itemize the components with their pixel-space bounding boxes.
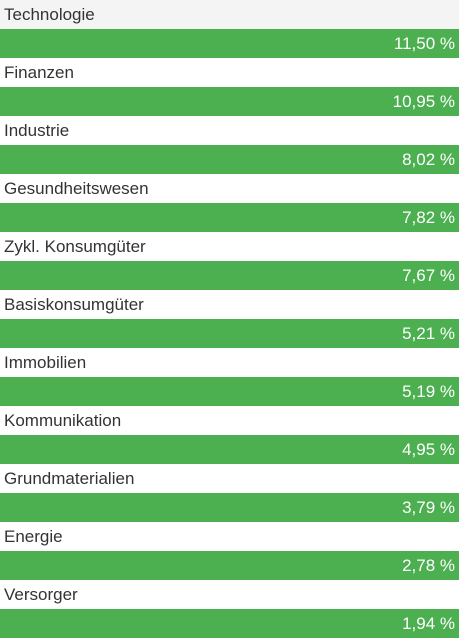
- sector-label: Grundmaterialien: [4, 469, 135, 488]
- sector-label: Basiskonsumgüter: [4, 295, 144, 314]
- bar-track: 7,67 %: [0, 261, 459, 290]
- bar-track: 2,78 %: [0, 551, 459, 580]
- bar-track: 1,94 %: [0, 609, 459, 638]
- sector-row: Basiskonsumgüter 5,21 %: [0, 290, 459, 348]
- sector-label: Industrie: [4, 121, 70, 140]
- bar-track: 4,95 %: [0, 435, 459, 464]
- sector-label: Finanzen: [4, 63, 74, 82]
- bar-track: 5,21 %: [0, 319, 459, 348]
- bar-track: 10,95 %: [0, 87, 459, 116]
- sector-row: Industrie 8,02 %: [0, 116, 459, 174]
- sector-label: Versorger: [4, 585, 78, 604]
- weight-bar: 7,82 %: [0, 203, 459, 232]
- sector-row: Technologie 11,50 %: [0, 0, 459, 58]
- sector-row: Zykl. Konsumgüter 7,67 %: [0, 232, 459, 290]
- bar-track: 5,19 %: [0, 377, 459, 406]
- weight-bar: 5,21 %: [0, 319, 459, 348]
- sector-row: Energie 2,78 %: [0, 522, 459, 580]
- weight-bar: 8,02 %: [0, 145, 459, 174]
- sector-row: Gesundheitswesen 7,82 %: [0, 174, 459, 232]
- bar-track: 7,82 %: [0, 203, 459, 232]
- weight-bar: 4,95 %: [0, 435, 459, 464]
- bar-track: 3,79 %: [0, 493, 459, 522]
- weight-bar: 10,95 %: [0, 87, 459, 116]
- sector-row: Finanzen 10,95 %: [0, 58, 459, 116]
- weight-bar: 11,50 %: [0, 29, 459, 58]
- sector-row: Kommunikation 4,95 %: [0, 406, 459, 464]
- sector-label: Kommunikation: [4, 411, 122, 430]
- sector-label: Energie: [4, 527, 63, 546]
- weight-bar: 2,78 %: [0, 551, 459, 580]
- bar-track: 8,02 %: [0, 145, 459, 174]
- weight-bar: 1,94 %: [0, 609, 459, 638]
- sector-label: Gesundheitswesen: [4, 179, 149, 198]
- weight-bar: 7,67 %: [0, 261, 459, 290]
- weight-bar: 5,19 %: [0, 377, 459, 406]
- sector-label: Zykl. Konsumgüter: [4, 237, 146, 256]
- sector-label: Immobilien: [4, 353, 87, 372]
- weight-bar: 3,79 %: [0, 493, 459, 522]
- sector-row: Grundmaterialien 3,79 %: [0, 464, 459, 522]
- sector-row: Immobilien 5,19 %: [0, 348, 459, 406]
- sector-row: Versorger 1,94 %: [0, 580, 459, 638]
- sector-label: Technologie: [0, 0, 459, 29]
- bar-track: 11,50 %: [0, 29, 459, 58]
